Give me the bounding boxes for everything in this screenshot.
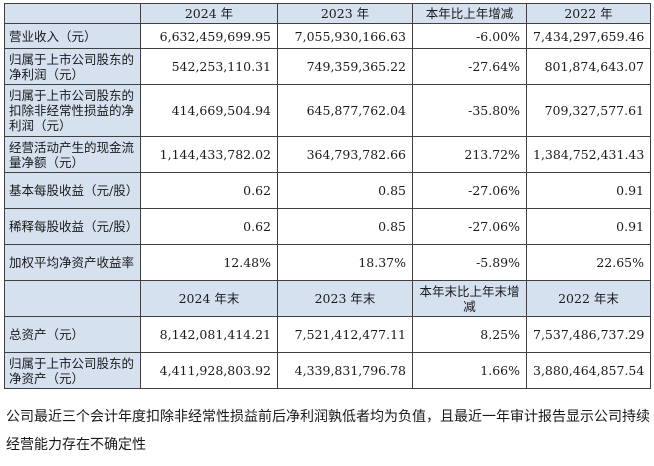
value-cell: 0.62 <box>140 208 278 245</box>
value-cell: 709,327,577.61 <box>526 84 651 137</box>
header-corner-cell <box>4 280 141 317</box>
column-header: 2024 年 <box>140 3 278 24</box>
value-cell: 7,521,412,477.11 <box>277 316 413 353</box>
table-row: 基本每股收益（元/股） 0.62 0.85 -27.06% 0.91 <box>4 172 651 209</box>
value-cell: 7,434,297,659.46 <box>526 23 651 49</box>
value-cell: 6,632,459,699.95 <box>140 23 278 49</box>
row-label: 加权平均净资产收益率 <box>4 244 141 281</box>
value-cell: 22.65% <box>526 244 651 281</box>
financial-data-table: 2024 年 2023 年本年比上年增减 2022 年营业收入（元） 6,632,45… <box>4 3 651 389</box>
value-cell: 0.91 <box>526 172 651 209</box>
table-row: 归属于上市公司股东的净利润（元） 542,253,110.31 749,359,36… <box>4 48 651 85</box>
value-cell: -27.06% <box>412 172 527 209</box>
value-cell: 542,253,110.31 <box>140 48 278 85</box>
row-label: 归属于上市公司股东的净利润（元） <box>4 48 141 85</box>
value-cell: -27.64% <box>412 48 527 85</box>
value-cell: 364,793,782.66 <box>277 136 413 173</box>
value-cell: 4,411,928,803.92 <box>140 352 278 389</box>
row-label: 归属于上市公司股东的扣除非经常性损益的净利润（元） <box>4 84 141 137</box>
table-header-row: 2024 年末 2023 年末 本年末比上年末增减 2022 年末 <box>4 280 651 317</box>
column-header: 2023 年末 <box>277 280 413 317</box>
table-header-row: 2024 年 2023 年本年比上年增减 2022 年 <box>4 3 651 24</box>
value-cell: 18.37% <box>277 244 413 281</box>
value-cell: -5.89% <box>412 244 527 281</box>
value-cell: 8,142,081,414.21 <box>140 316 278 353</box>
table-row: 经营活动产生的现金流量净额（元） 1,144,433,782.02 364,793,… <box>4 136 651 173</box>
row-label: 营业收入（元） <box>4 23 141 49</box>
value-cell: 3,880,464,857.54 <box>526 352 651 389</box>
value-cell: 4,339,831,796.78 <box>277 352 413 389</box>
value-cell: 0.85 <box>277 208 413 245</box>
column-header: 2022 年 <box>526 3 651 24</box>
column-header: 本年末比上年末增减 <box>412 280 527 317</box>
value-cell: -6.00% <box>412 23 527 49</box>
table-row: 归属于上市公司股东的扣除非经常性损益的净利润（元） 414,669,504.94 6… <box>4 84 651 137</box>
row-label: 总资产（元） <box>4 316 141 353</box>
value-cell: 12.48% <box>140 244 278 281</box>
value-cell: 0.62 <box>140 172 278 209</box>
value-cell: 8.25% <box>412 316 527 353</box>
value-cell: -35.80% <box>412 84 527 137</box>
value-cell: 1,384,752,431.43 <box>526 136 651 173</box>
row-label: 经营活动产生的现金流量净额（元） <box>4 136 141 173</box>
row-label: 归属于上市公司股东的净资产（元） <box>4 352 141 389</box>
column-header: 2024 年末 <box>140 280 278 317</box>
financial-table-body: 2024 年 2023 年本年比上年增减 2022 年营业收入（元） 6,632,45… <box>4 3 651 389</box>
value-cell: 414,669,504.94 <box>140 84 278 137</box>
footnote-text: 公司最近三个会计年度扣除非经常性损益前后净利润孰低者均为负值，且最近一年审计报告… <box>6 409 650 453</box>
value-cell: 749,359,365.22 <box>277 48 413 85</box>
table-row: 加权平均净资产收益率 12.48% 18.37% -5.89% 22.65% <box>4 244 651 281</box>
value-cell: 645,877,762.04 <box>277 84 413 137</box>
table-row: 营业收入（元） 6,632,459,699.95 7,055,930,166.63-… <box>4 23 651 49</box>
value-cell: 0.85 <box>277 172 413 209</box>
value-cell: -27.06% <box>412 208 527 245</box>
table-row: 归属于上市公司股东的净资产（元） 4,411,928,803.92 4,339,83… <box>4 352 651 389</box>
column-header: 2023 年 <box>277 3 413 24</box>
value-cell: 1,144,433,782.02 <box>140 136 278 173</box>
table-row: 总资产（元） 8,142,081,414.21 7,521,412,477.11 8.… <box>4 316 651 353</box>
row-label: 稀释每股收益（元/股） <box>4 208 141 245</box>
value-cell: 801,874,643.07 <box>526 48 651 85</box>
value-cell: 7,055,930,166.63 <box>277 23 413 49</box>
column-header: 本年比上年增减 <box>412 3 527 24</box>
row-label: 基本每股收益（元/股） <box>4 172 141 209</box>
column-header: 2022 年末 <box>526 280 651 317</box>
table-row: 稀释每股收益（元/股） 0.62 0.85 -27.06% 0.91 <box>4 208 651 245</box>
header-corner-cell <box>4 3 141 24</box>
value-cell: 1.66% <box>412 352 527 389</box>
value-cell: 0.91 <box>526 208 651 245</box>
value-cell: 7,537,486,737.29 <box>526 316 651 353</box>
value-cell: 213.72% <box>412 136 527 173</box>
